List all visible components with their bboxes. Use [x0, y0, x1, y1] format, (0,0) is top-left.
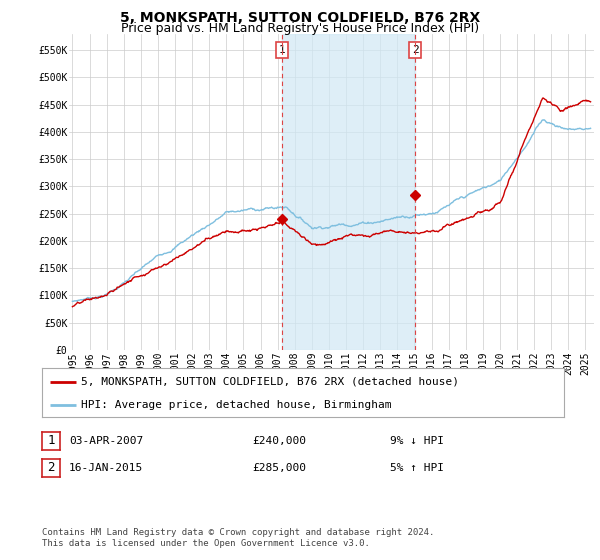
Text: 5% ↑ HPI: 5% ↑ HPI [390, 463, 444, 473]
Text: 2: 2 [47, 461, 55, 474]
Text: 5, MONKSPATH, SUTTON COLDFIELD, B76 2RX (detached house): 5, MONKSPATH, SUTTON COLDFIELD, B76 2RX … [81, 377, 459, 387]
Text: HPI: Average price, detached house, Birmingham: HPI: Average price, detached house, Birm… [81, 400, 392, 410]
Text: 16-JAN-2015: 16-JAN-2015 [69, 463, 143, 473]
Text: 2: 2 [412, 45, 418, 55]
Text: Contains HM Land Registry data © Crown copyright and database right 2024.
This d: Contains HM Land Registry data © Crown c… [42, 528, 434, 548]
Text: £285,000: £285,000 [252, 463, 306, 473]
Text: 5, MONKSPATH, SUTTON COLDFIELD, B76 2RX: 5, MONKSPATH, SUTTON COLDFIELD, B76 2RX [120, 11, 480, 25]
Text: 1: 1 [278, 45, 285, 55]
Text: 03-APR-2007: 03-APR-2007 [69, 436, 143, 446]
Text: 9% ↓ HPI: 9% ↓ HPI [390, 436, 444, 446]
Bar [282, 34, 415, 350]
Text: Price paid vs. HM Land Registry's House Price Index (HPI): Price paid vs. HM Land Registry's House … [121, 22, 479, 35]
Text: 1: 1 [47, 435, 55, 447]
Text: £240,000: £240,000 [252, 436, 306, 446]
